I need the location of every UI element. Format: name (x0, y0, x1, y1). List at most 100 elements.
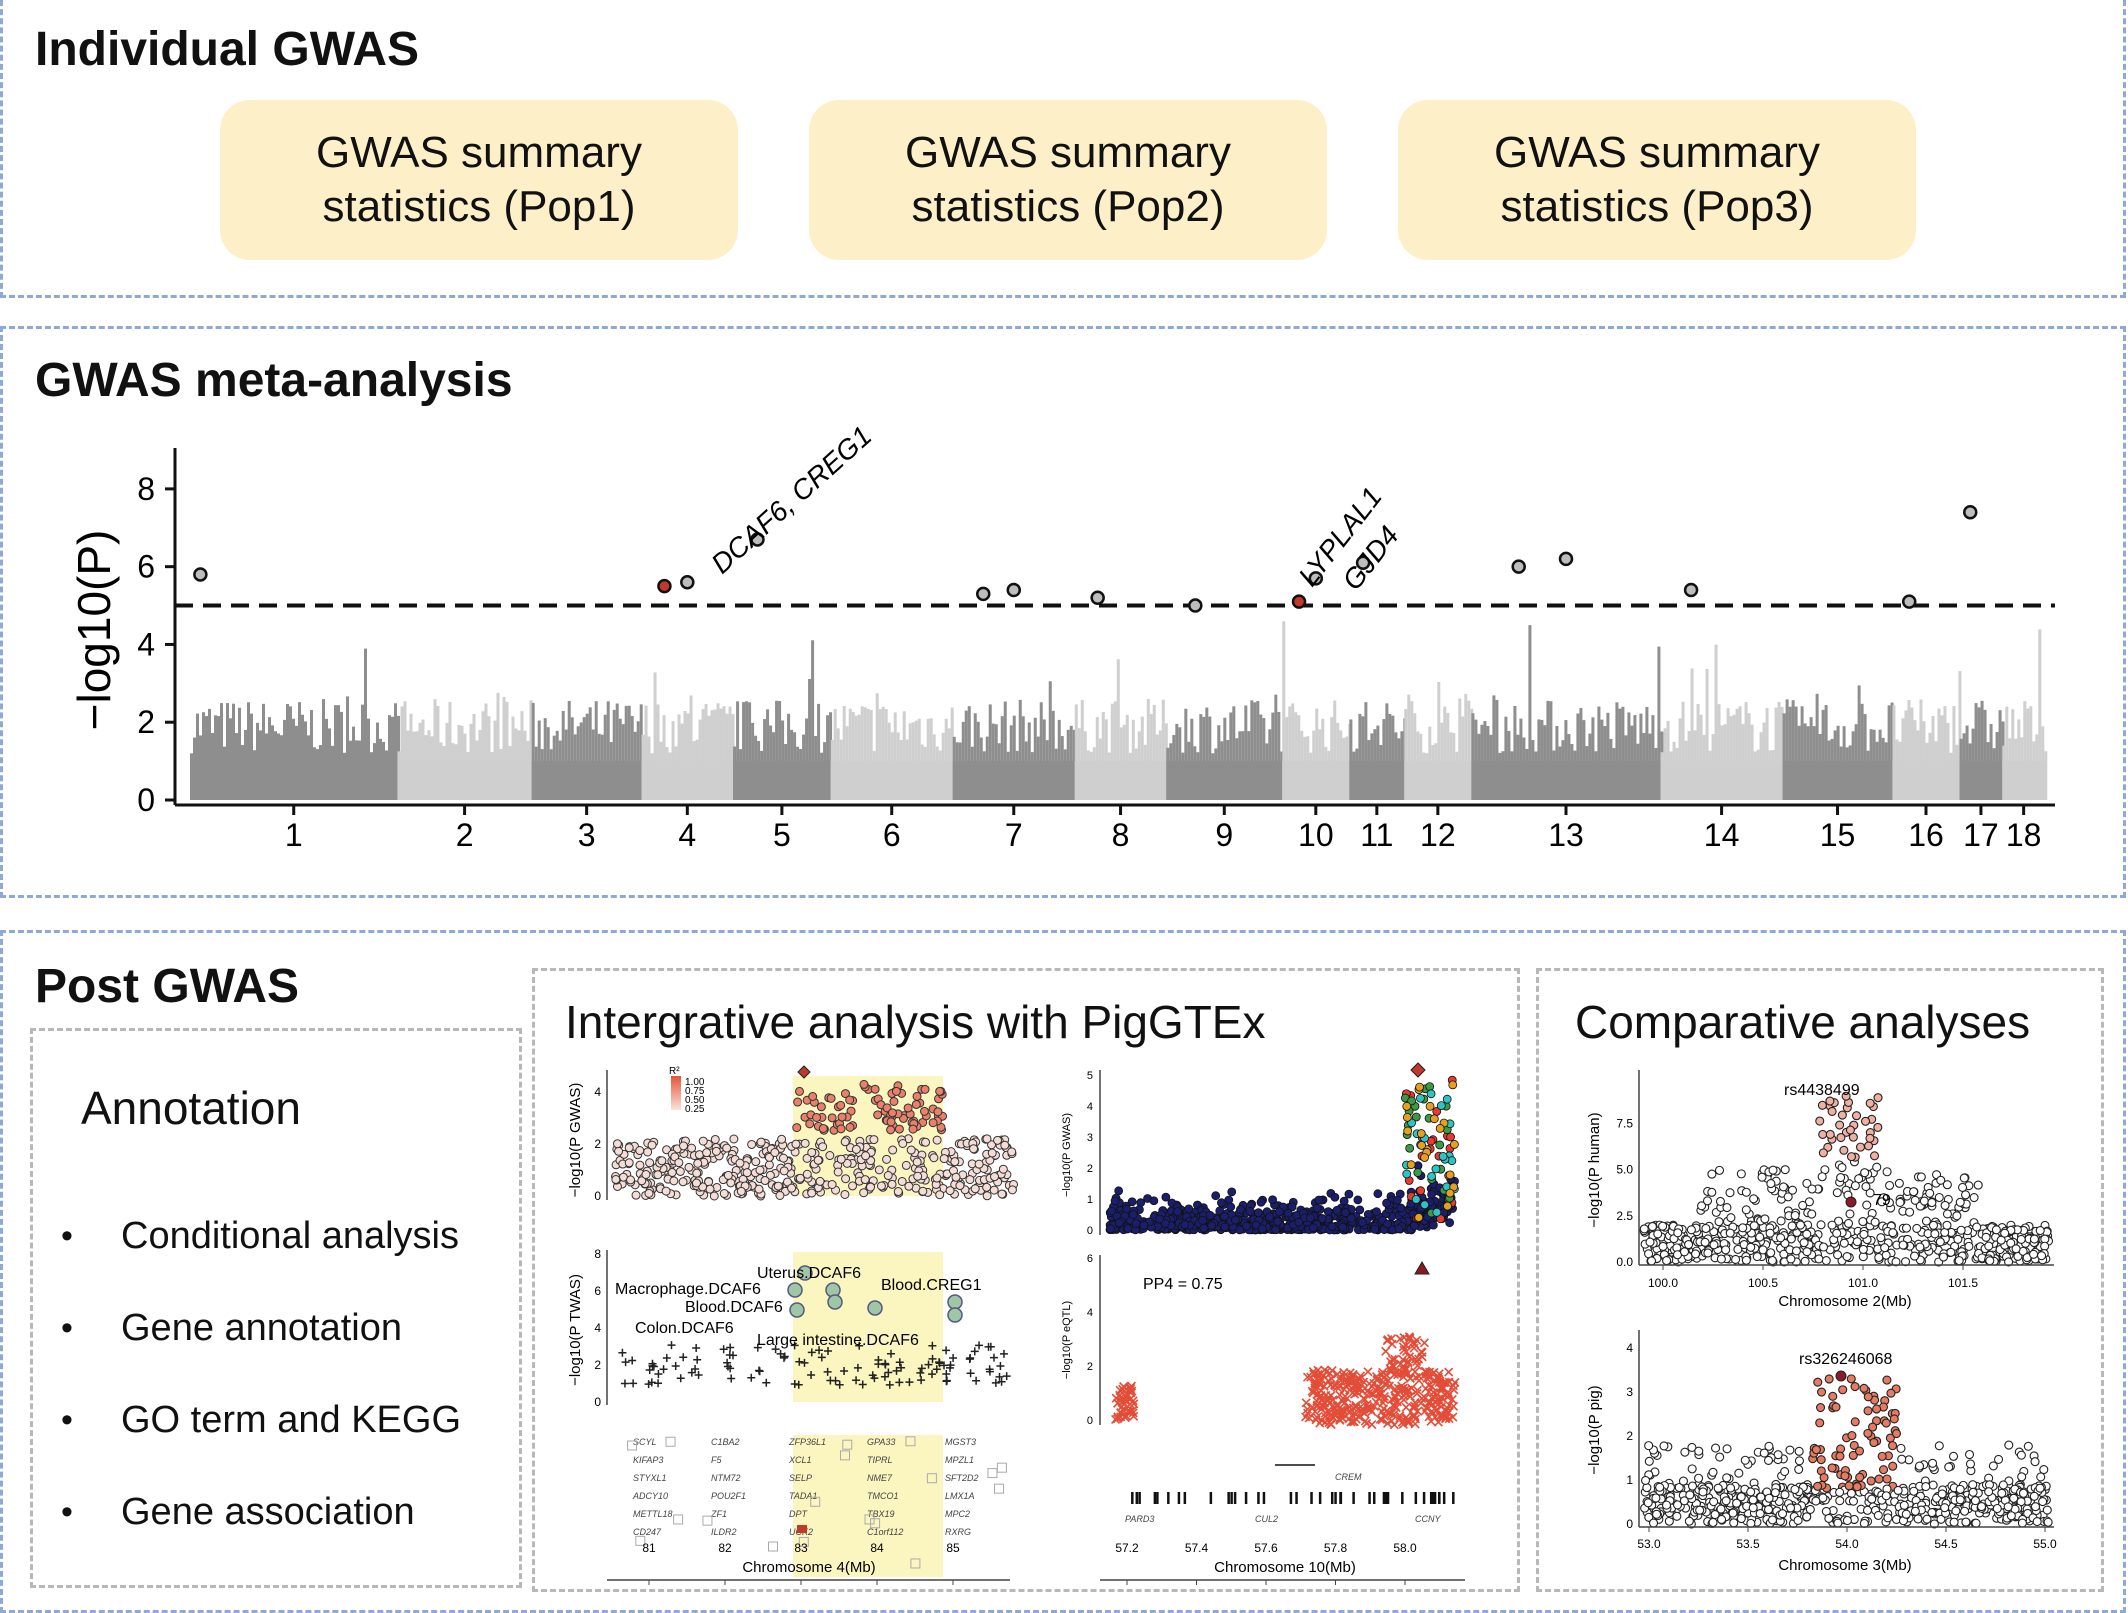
x-tick-label: 15 (1820, 817, 1856, 853)
human-snp-point (1755, 1232, 1765, 1242)
y-tick-label: 6 (137, 549, 155, 585)
snp-column (337, 705, 340, 800)
pig-snp-point (1940, 1503, 1950, 1513)
eqtl-point (1360, 1394, 1370, 1405)
pig-snp-point (2003, 1502, 2013, 1512)
eqtl-point (1450, 1377, 1460, 1387)
human-snp-point (1827, 1220, 1837, 1230)
gwas-point (756, 1137, 766, 1147)
snp-column (731, 714, 735, 800)
comparative-title: Comparative analyses (1575, 996, 2031, 1048)
twas-cross (654, 1379, 663, 1388)
snp-column (1089, 751, 1093, 800)
human-snp-point (1646, 1256, 1657, 1266)
snp-column (1039, 702, 1043, 800)
snp-column (292, 718, 295, 800)
gwas-point (935, 1190, 945, 1200)
snp-column (1940, 715, 1944, 800)
eqtl-point (1376, 1383, 1386, 1393)
snp-column (908, 723, 912, 800)
snp-column (863, 707, 867, 800)
gwas-point (813, 1155, 823, 1165)
y-tick-label: 1 (1626, 1473, 1633, 1487)
r2-value: 0.25 (685, 1104, 705, 1115)
snp-column (1196, 752, 1200, 800)
snp-column (1119, 727, 1123, 800)
exon-mark (1330, 1492, 1334, 1504)
snp-column (695, 739, 699, 800)
snp-column (1958, 671, 1962, 800)
pig-snp-point (1734, 1468, 1744, 1478)
pig-snp-point (1715, 1452, 1725, 1462)
snp-column (520, 711, 524, 800)
snp-column (1184, 708, 1188, 800)
snp-column (496, 692, 500, 800)
ld-point (1403, 1126, 1413, 1136)
snp-column (1461, 716, 1465, 800)
human-snp-point (1912, 1223, 1922, 1233)
snp-column (358, 740, 361, 800)
ld-point (1442, 1094, 1452, 1104)
snp-column (991, 723, 995, 800)
twas-gene-point (867, 1300, 883, 1316)
gwas-point (945, 1186, 955, 1196)
pig-snp-point (1863, 1406, 1873, 1416)
twas-cross (679, 1353, 688, 1362)
human-snp-point (1984, 1241, 1994, 1251)
snp-column (1259, 714, 1263, 800)
human-snp-point (1921, 1216, 1932, 1226)
gwas2-point (1155, 1214, 1165, 1224)
pig-snp-point (1777, 1509, 1788, 1519)
snp-column (307, 735, 310, 800)
pig-snp-point (1685, 1490, 1695, 1500)
snp-column (540, 749, 544, 800)
gwas-point (935, 1086, 945, 1096)
human-snp-point (1825, 1129, 1835, 1139)
gwas2-point (1211, 1191, 1221, 1201)
snp-column (1872, 729, 1876, 800)
twas-cross (800, 1358, 809, 1367)
top-snp-point (1901, 594, 1917, 609)
pig-snp-point (1736, 1492, 1746, 1502)
human-snp-point (1959, 1173, 1969, 1183)
human-snp-point (1716, 1254, 1726, 1264)
pig-snp-point (1694, 1446, 1704, 1456)
snp-column (594, 701, 598, 800)
snp-column (893, 712, 897, 800)
pig-snp-point (1674, 1482, 1684, 1493)
gwas2-point (1344, 1189, 1354, 1199)
human-snp-point (1895, 1197, 1905, 1208)
snp-column (793, 732, 797, 800)
snp-column (1534, 751, 1538, 800)
eqtl-point (1335, 1390, 1345, 1400)
bullet: • (61, 1217, 73, 1255)
eqtl-point (1386, 1334, 1397, 1344)
snp-column (277, 733, 280, 800)
human-snp-point (1894, 1178, 1904, 1188)
snp-column (1729, 716, 1733, 800)
gwas2-point (1198, 1215, 1208, 1225)
snp-column (331, 745, 334, 800)
twas-cross (826, 1376, 835, 1385)
gwas-point (678, 1177, 688, 1187)
human-snp-point (1901, 1223, 1912, 1233)
snp-column (382, 741, 385, 800)
eqtl-point (1315, 1378, 1325, 1388)
snp-column (1971, 728, 1975, 800)
snp-column (1992, 748, 1996, 800)
snp-column (1672, 741, 1676, 800)
human-snp-point (1954, 1256, 1964, 1266)
human-snp-point (1876, 1233, 1886, 1243)
gene-body (840, 1450, 851, 1461)
human-snp-point (1726, 1213, 1736, 1223)
pig-snp-point (1678, 1476, 1688, 1486)
twas-cross (881, 1359, 890, 1368)
gwas-point (993, 1135, 1003, 1145)
twas-y-label: −log10(P TWAS) (567, 1274, 584, 1386)
pig-snp-point (1815, 1418, 1825, 1428)
twas-cross (790, 1341, 799, 1350)
human-snp-point (1837, 1162, 1847, 1173)
eqtl-point (1419, 1338, 1429, 1348)
pig-locus-points (1640, 1370, 2053, 1529)
